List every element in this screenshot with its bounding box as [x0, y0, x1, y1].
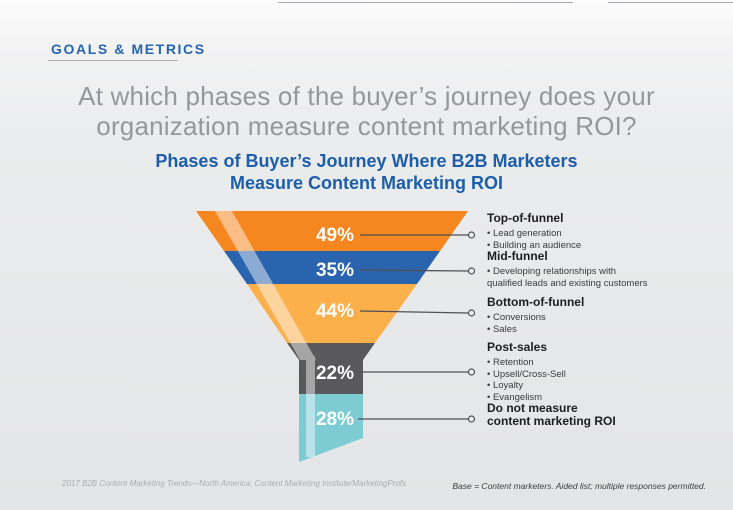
connector-dot — [467, 309, 476, 317]
funnel-value-post-sales: 22% — [316, 363, 354, 384]
funnel-shine-diagonal — [215, 211, 316, 360]
legend-bullet: Evangelism — [487, 392, 682, 404]
connector-dot — [467, 368, 476, 376]
legend-block-top-of-funnel: Top-of-funnel Lead generation Building a… — [487, 212, 682, 251]
chart-title: Phases of Buyer’s Journey Where B2B Mark… — [0, 151, 733, 195]
source-footnote: 2017 B2B Content Marketing Trends—North … — [62, 479, 407, 488]
section-kicker: GOALS & METRICS — [51, 41, 206, 57]
legend-block-mid-funnel: Mid-funnel Developing relationships with… — [487, 250, 682, 289]
chart-title-line2: Measure Content Marketing ROI — [229, 172, 504, 193]
legend-block-do-not-measure: Do not measure content marketing ROI — [487, 402, 682, 431]
legend-bullet-continuation: qualified leads and existing customers — [487, 277, 648, 289]
legend-title: Mid-funnel — [487, 249, 548, 263]
funnel-value-do-not-measure: 28% — [316, 409, 354, 430]
funnel-value-mid-funnel: 35% — [316, 260, 354, 281]
connector-line-mid-funnel — [359, 269, 469, 272]
connector-dot — [467, 231, 476, 239]
funnel-segment-bottom-of-funnel — [247, 284, 417, 343]
connector-dot — [467, 267, 476, 275]
legend-bullet: Building an audience — [487, 240, 682, 252]
legend-title: Post-sales — [487, 340, 548, 354]
legend-bullet: Loyalty — [487, 380, 682, 392]
funnel-shine-stem — [306, 356, 315, 457]
legend-title: Bottom-of-funnel — [487, 295, 585, 309]
funnel-segment-do-not-measure — [299, 394, 363, 462]
top-border-line — [278, 2, 573, 3]
legend-bullet: Developing relationships with — [487, 266, 682, 278]
funnel-value-top-of-funnel: 49% — [316, 225, 354, 246]
legend-bullet: Conversions — [487, 312, 682, 324]
chart-title-line1: Phases of Buyer’s Journey Where B2B Mark… — [155, 151, 578, 171]
legend-block-post-sales: Post-sales Retention Upsell/Cross-Sell L… — [487, 341, 682, 403]
legend-title: Top-of-funnel — [487, 211, 564, 225]
funnel-value-bottom-of-funnel: 44% — [316, 301, 354, 322]
base-footnote: Base = Content marketers. Aided list; mu… — [452, 481, 706, 491]
connector-dot — [467, 415, 476, 423]
legend-block-bottom-of-funnel: Bottom-of-funnel Conversions Sales — [487, 296, 682, 335]
connector-line-bottom-of-funnel — [359, 310, 469, 314]
legend-bullet: Lead generation — [487, 228, 682, 240]
legend-bullet: Upsell/Cross-Sell — [487, 369, 682, 381]
question-title: At which phases of the buyer’s journey d… — [78, 81, 655, 142]
funnel-segment-top-of-funnel — [196, 211, 468, 251]
legend-bullet: Retention — [487, 357, 682, 369]
kicker-underline — [48, 60, 178, 61]
funnel-segment-post-sales — [287, 343, 375, 394]
funnel-segment-mid-funnel — [224, 251, 440, 284]
legend-bullet: Sales — [487, 324, 682, 336]
top-border-line — [608, 2, 733, 3]
legend-title: Do not measure content marketing ROI — [487, 401, 616, 428]
